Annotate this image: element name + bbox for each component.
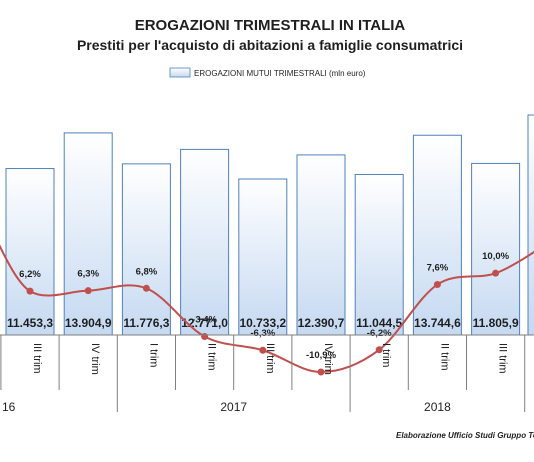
growth-value-label: -3,4% bbox=[192, 315, 217, 326]
growth-value-label: 6,3% bbox=[77, 269, 99, 280]
chart-subtitle: Prestiti per l'acquisto di abitazioni a … bbox=[77, 37, 463, 53]
year-label: 16 bbox=[2, 400, 16, 414]
growth-value-label: -6,2% bbox=[367, 328, 392, 339]
year-label: 2018 bbox=[424, 400, 451, 414]
chart-title: EROGAZIONI TRIMESTRALI IN ITALIA bbox=[135, 17, 406, 34]
growth-point bbox=[201, 333, 209, 341]
bar-value-label: 12.390,7 bbox=[298, 316, 345, 330]
chart-credit: Elaborazione Ufficio Studi Gruppo Te bbox=[396, 431, 534, 440]
growth-point bbox=[259, 346, 267, 354]
growth-point bbox=[492, 269, 500, 277]
growth-value-label: 6,2% bbox=[19, 269, 41, 280]
legend-swatch bbox=[169, 67, 191, 78]
bar-value-label: 11.453,3 bbox=[7, 316, 53, 330]
bar bbox=[5, 168, 55, 336]
bar bbox=[471, 162, 521, 336]
growth-point bbox=[375, 346, 383, 354]
category-label: IV trim bbox=[89, 343, 101, 375]
bar-value-label: 11.805,9 bbox=[473, 316, 519, 330]
growth-value-label: 7,6% bbox=[427, 263, 449, 274]
growth-point bbox=[142, 284, 150, 292]
category-label: III trim bbox=[264, 343, 276, 374]
growth-point bbox=[433, 281, 441, 289]
bar bbox=[354, 173, 404, 336]
bar-value-label: 11.776,3 bbox=[123, 316, 169, 330]
partial-bar bbox=[527, 114, 534, 336]
bar bbox=[238, 178, 288, 336]
legend-label: EROGAZIONI MUTUI TRIMESTRALI (mln euro) bbox=[194, 69, 366, 78]
category-label: I trim bbox=[380, 343, 392, 367]
bar-value-label: 13.744,6 bbox=[414, 316, 461, 330]
bar bbox=[296, 154, 346, 336]
bar-value-label: 11.044,5 bbox=[356, 316, 402, 330]
growth-value-label: -10,9% bbox=[306, 350, 337, 361]
bar bbox=[412, 134, 462, 336]
bar-series: 11.453,3 13.904,9 11.776,3 12.771,0 10.733,2… bbox=[5, 114, 534, 336]
growth-point bbox=[26, 287, 34, 295]
year-label: 2017 bbox=[220, 400, 247, 414]
growth-value-label: 10,0% bbox=[482, 251, 509, 262]
category-label: II trim bbox=[206, 343, 218, 371]
growth-point bbox=[84, 287, 92, 295]
bar-value-label: 12.771,0 bbox=[181, 316, 228, 330]
growth-value-label: 6,8% bbox=[136, 266, 158, 277]
bar bbox=[121, 163, 171, 336]
bar bbox=[63, 132, 113, 336]
category-label: I trim bbox=[147, 343, 159, 367]
growth-point bbox=[317, 368, 325, 376]
growth-value-label: -6,3% bbox=[250, 328, 275, 339]
bar-value-label: 13.904,9 bbox=[65, 316, 112, 330]
category-label: II trim bbox=[438, 343, 450, 371]
legend: EROGAZIONI MUTUI TRIMESTRALI (mln euro) bbox=[169, 67, 366, 78]
bar bbox=[180, 148, 230, 336]
category-axis: III trim IV trim I trim II trim III trim IV t… bbox=[0, 334, 534, 414]
bar-value-label: 10.733,2 bbox=[239, 316, 286, 330]
category-label: III trim bbox=[31, 343, 43, 374]
category-label: IV trim bbox=[322, 343, 334, 375]
category-label: III trim bbox=[497, 343, 509, 374]
